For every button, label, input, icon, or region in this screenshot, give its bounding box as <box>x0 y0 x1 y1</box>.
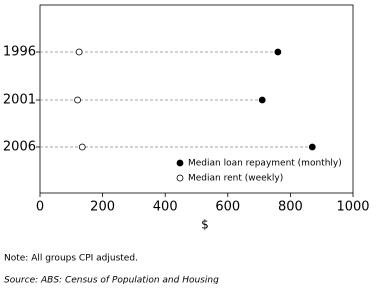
dot <box>74 96 81 104</box>
x-tick-label: 1000 <box>336 200 369 215</box>
x-tick-label: 0 <box>36 200 44 215</box>
dot <box>75 48 83 56</box>
x-axis-label: $ <box>201 218 209 232</box>
legend-label: Median loan repayment (monthly) <box>188 159 342 169</box>
x-tick-label: 200 <box>90 200 115 215</box>
y-tick-label: 2006 <box>3 140 36 155</box>
dot <box>308 143 316 151</box>
legend-marker <box>176 174 184 182</box>
x-tick-label: 400 <box>153 200 178 215</box>
x-tick-label: 800 <box>278 200 303 215</box>
legend-marker <box>176 159 184 167</box>
dot <box>78 143 86 151</box>
y-tick-label: 1996 <box>3 45 36 60</box>
note: Note: All groups CPI adjusted. <box>4 254 138 264</box>
dot <box>274 48 282 56</box>
dot <box>258 96 266 104</box>
plot-frame <box>39 4 354 194</box>
y-tick-label: 2001 <box>3 93 36 108</box>
legend-label: Median rent (weekly) <box>188 174 283 184</box>
x-tick-label: 600 <box>215 200 240 215</box>
source: Source: ABS: Census of Population and Ho… <box>4 276 219 285</box>
